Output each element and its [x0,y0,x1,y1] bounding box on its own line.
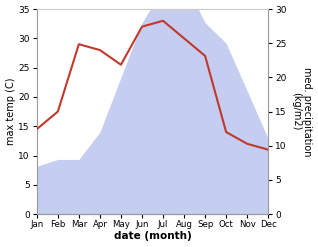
Y-axis label: max temp (C): max temp (C) [5,78,16,145]
X-axis label: date (month): date (month) [114,231,191,242]
Y-axis label: med. precipitation
(kg/m2): med. precipitation (kg/m2) [291,67,313,156]
